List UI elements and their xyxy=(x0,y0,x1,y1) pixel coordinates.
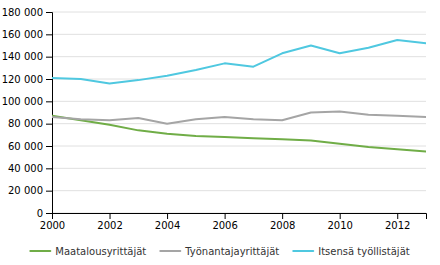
y-tick-mark xyxy=(46,124,52,125)
y-tick-label: 180 000 xyxy=(2,7,43,18)
y-tick: 120 000 xyxy=(2,74,52,85)
y-axis-line xyxy=(46,13,53,214)
x-axis: 2000 2002 2004 2006 2008 2010 2012 xyxy=(40,213,427,231)
y-tick: 160 000 xyxy=(2,29,52,40)
x-axis-line xyxy=(53,214,427,220)
y-tick: 180 000 xyxy=(2,7,52,18)
x-tick-label: 2010 xyxy=(327,220,352,231)
y-tick-label: 160 000 xyxy=(2,29,43,40)
y-tick-mark xyxy=(46,101,52,102)
x-tick: 2002 xyxy=(97,213,122,231)
y-tick-mark xyxy=(46,146,52,147)
legend-label: Työnantajayrittäjät xyxy=(184,246,279,257)
y-axis: 0 20 000 40 000 60 000 80 000 100 000 120 000 1… xyxy=(2,7,53,219)
x-tick-label: 2000 xyxy=(40,220,65,231)
plot: 2000 2002 2004 2006 2008 2010 2012 0 20 000 40 00… xyxy=(2,7,427,231)
x-tick: 2004 xyxy=(155,213,180,231)
x-tick: 2012 xyxy=(385,213,410,231)
grid-line xyxy=(52,168,426,169)
x-tick-label: 2008 xyxy=(270,220,295,231)
grid-line xyxy=(52,101,426,102)
y-tick-label: 120 000 xyxy=(2,74,43,85)
grid-line xyxy=(52,190,426,191)
y-tick-mark xyxy=(46,57,52,58)
y-tick-label: 40 000 xyxy=(8,163,43,174)
series-group xyxy=(52,40,426,152)
grid-line xyxy=(52,56,426,57)
y-tick-label: 100 000 xyxy=(2,96,43,107)
y-tick: 80 000 xyxy=(8,118,52,129)
y-tick-mark xyxy=(46,12,52,13)
legend-label: Itsensä työllistäjät xyxy=(318,246,410,257)
y-tick: 0 xyxy=(37,208,52,219)
legend-swatch xyxy=(30,250,50,252)
y-tick-label: 80 000 xyxy=(8,118,43,129)
x-tick-mark xyxy=(397,213,398,219)
y-tick-mark xyxy=(46,213,52,214)
grid xyxy=(52,12,426,213)
x-tick-mark xyxy=(282,213,283,219)
y-tick-label: 60 000 xyxy=(8,141,43,152)
legend-swatch xyxy=(160,250,180,252)
grid-line xyxy=(52,12,426,13)
y-tick-label: 140 000 xyxy=(2,51,43,62)
x-tick-mark xyxy=(110,213,111,219)
y-tick: 100 000 xyxy=(2,96,52,107)
x-tick: 2006 xyxy=(212,213,237,231)
y-tick-mark xyxy=(46,191,52,192)
x-tick: 2000 xyxy=(40,213,65,231)
x-tick-mark xyxy=(225,213,226,219)
y-tick-label: 20 000 xyxy=(8,185,43,196)
y-tick: 40 000 xyxy=(8,163,52,174)
y-tick: 20 000 xyxy=(8,185,52,196)
x-tick-label: 2012 xyxy=(385,220,410,231)
x-tick: 2010 xyxy=(327,213,352,231)
y-tick: 60 000 xyxy=(8,141,52,152)
y-tick-mark xyxy=(46,79,52,80)
grid-line xyxy=(52,79,426,80)
x-tick-label: 2006 xyxy=(212,220,237,231)
legend-item: Maatalousyrittäjät xyxy=(30,246,146,257)
grid-line xyxy=(52,34,426,35)
x-tick-mark xyxy=(340,213,341,219)
legend-item: Itsensä työllistäjät xyxy=(293,246,410,257)
legend-label: Maatalousyrittäjät xyxy=(55,246,146,257)
series-line xyxy=(52,40,426,84)
y-tick-label: 0 xyxy=(37,208,43,219)
legend: Maatalousyrittäjät Työnantajayrittäjät Its… xyxy=(30,246,409,257)
y-tick-mark xyxy=(46,168,52,169)
x-tick-mark xyxy=(167,213,168,219)
chart: 2000 2002 2004 2006 2008 2010 2012 0 20 000 40 00… xyxy=(0,0,440,265)
legend-item: Työnantajayrittäjät xyxy=(160,246,279,257)
x-tick-label: 2002 xyxy=(97,220,122,231)
x-tick: 2008 xyxy=(270,213,295,231)
legend-swatch xyxy=(293,250,313,252)
y-tick: 140 000 xyxy=(2,51,52,62)
y-tick-mark xyxy=(46,34,52,35)
x-tick-label: 2004 xyxy=(155,220,180,231)
series-line xyxy=(52,111,426,123)
